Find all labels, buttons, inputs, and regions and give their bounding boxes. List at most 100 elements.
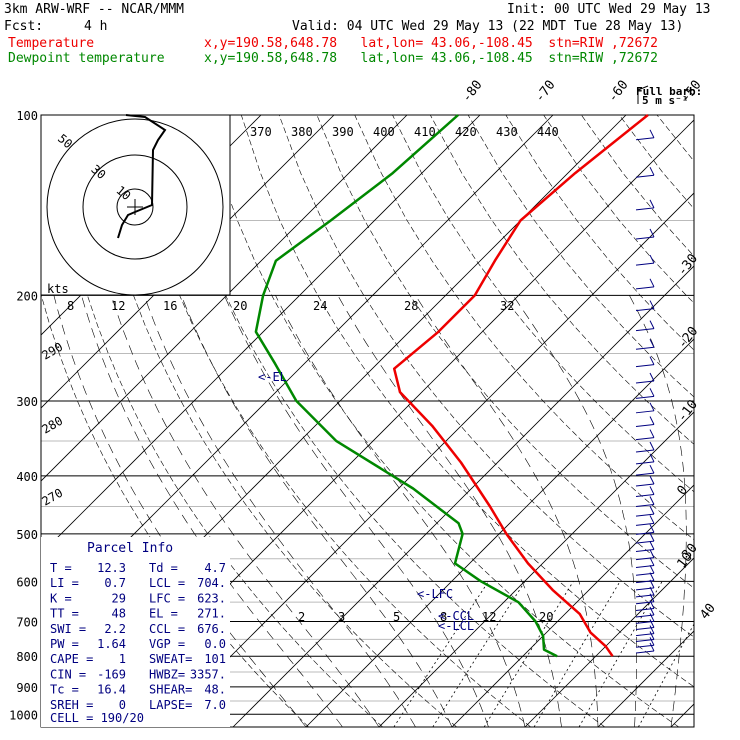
moist-adiabat-label: 420 [455, 125, 477, 139]
wind-barb-flag [649, 199, 655, 209]
hodograph-speed-label: 8 [67, 299, 74, 313]
wind-barb [635, 286, 655, 290]
wind-barb [635, 308, 655, 312]
wind-barb-flag [649, 429, 655, 438]
wind-barb [635, 503, 655, 507]
isotherm-line [305, 338, 694, 727]
wind-barb-flag [649, 613, 655, 622]
wind-barb-flag [649, 593, 655, 603]
init-time: Init: 00 UTC Wed 29 May 13 [507, 2, 711, 17]
wind-barb-flag [649, 572, 655, 581]
parcel-param-value: 7.0 [204, 698, 226, 712]
pressure-tick-label: 400 [16, 470, 38, 484]
wind-barb-flag [649, 416, 655, 425]
isotherm-line [41, 115, 408, 482]
wind-barb-flag [649, 129, 655, 139]
wind-barb-flag [649, 579, 655, 589]
wind-barb-flag [649, 228, 655, 238]
parcel-param-value: 12.3 [97, 561, 126, 575]
moist-adiabat-line [512, 295, 638, 727]
mixing-ratio-line [638, 623, 694, 727]
dry-adiabat-line [241, 115, 694, 688]
parcel-param-label: Tc = [50, 683, 79, 697]
pressure-tick-label: 500 [16, 528, 38, 542]
dry-adiabat-line [430, 115, 694, 445]
wind-barb [635, 557, 655, 561]
moist-adiabat-line [53, 295, 307, 727]
wind-barb-flag [649, 300, 655, 309]
wind-barb-flag [649, 388, 655, 397]
moist-adiabat-line [337, 295, 562, 727]
parcel-param-label: VGP = [149, 637, 185, 651]
wind-barb [635, 346, 655, 350]
parcel-param-value: 704. [197, 576, 226, 590]
moist-adiabat-line [415, 295, 599, 727]
wind-barb [635, 650, 655, 654]
pressure-tick-label: 800 [16, 650, 38, 664]
barb-legend-title: Full barb: [636, 85, 702, 98]
parcel-info-title: Parcel Info [87, 541, 173, 556]
parcel-param-value: 271. [197, 607, 226, 621]
mixing-ratio-label: 20 [539, 610, 553, 624]
dry-adiabat-line [733, 115, 740, 727]
moist-adiabat-label: 390 [332, 125, 354, 139]
mixing-ratio-line [432, 581, 526, 727]
wind-barb-flag [649, 475, 655, 485]
isotherm-tick-label: -80 [459, 78, 485, 106]
wind-barb-flag [649, 586, 655, 596]
valid-time: Valid: 04 UTC Wed 29 May 13 (22 MDT Tue … [292, 19, 684, 34]
wind-barb [635, 531, 655, 535]
temperature-profile-line [392, 114, 649, 657]
hodograph-speed-label: 24 [313, 299, 327, 313]
wind-barb [635, 328, 655, 332]
parcel-param-label: TT = [50, 607, 79, 621]
dry-adiabat-label: 290 [40, 340, 66, 363]
wind-barb-flag [649, 515, 655, 524]
wind-barb-flag [649, 278, 655, 288]
parcel-param-label: LI = [50, 576, 79, 590]
parcel-param-value: 676. [197, 622, 226, 636]
isotherm-tick-label: 0 [674, 483, 691, 498]
wind-barb [635, 483, 655, 487]
wind-barb-flag [649, 532, 655, 542]
moist-adiabat-label: 440 [537, 125, 559, 139]
parcel-param-label: SWI = [50, 622, 86, 636]
wind-barb [635, 522, 655, 526]
isotherm-tick-label: -20 [675, 324, 701, 352]
dry-adiabat-label: 280 [40, 414, 66, 437]
wind-barb-flag [649, 541, 655, 550]
dewpoint-profile-line [254, 114, 558, 658]
isotherm-line [232, 265, 694, 727]
isotherm-tick-label: -30 [675, 251, 701, 279]
hodograph-ring-10 [116, 188, 154, 226]
temperature-legend-label: Temperature [8, 36, 95, 51]
wind-barb [635, 565, 655, 569]
wind-barb [635, 380, 655, 384]
hodograph-ring-50 [46, 118, 224, 296]
parcel-param-label: T = [50, 561, 72, 575]
parcel-param-value: -169 [97, 667, 126, 681]
parcel-param-label: LCL = [149, 576, 185, 590]
wind-barb [635, 174, 655, 178]
mixing-ratio-line [578, 581, 663, 727]
parcel-param-value: 1.64 [97, 637, 126, 651]
parcel-param-label: PW = [50, 637, 79, 651]
wind-barb-flag [649, 524, 655, 533]
parcel-param-value: 0 [119, 698, 126, 712]
dry-adiabat-line [165, 115, 605, 727]
parcel-param-label: SHEAR= [149, 683, 192, 697]
moist-adiabat-line [629, 295, 687, 727]
wind-barb [635, 472, 655, 476]
barb-legend-value: 5 m s⁻¹ [642, 94, 688, 107]
wind-barb [635, 513, 655, 517]
wind-barb-flag [649, 557, 655, 566]
wind-barb [635, 493, 655, 497]
mixing-ratio-label: 8 [440, 610, 447, 624]
mixing-ratio-line [533, 581, 621, 727]
parcel-param-value: 623. [197, 591, 226, 605]
dry-adiabat-line [581, 115, 694, 257]
el-marker-label: <-EL [258, 370, 287, 384]
isotherm-tick-label: -10 [675, 397, 701, 425]
dry-adiabat-line [656, 115, 694, 162]
parcel-cell: CELL = 190/20 [50, 711, 144, 725]
